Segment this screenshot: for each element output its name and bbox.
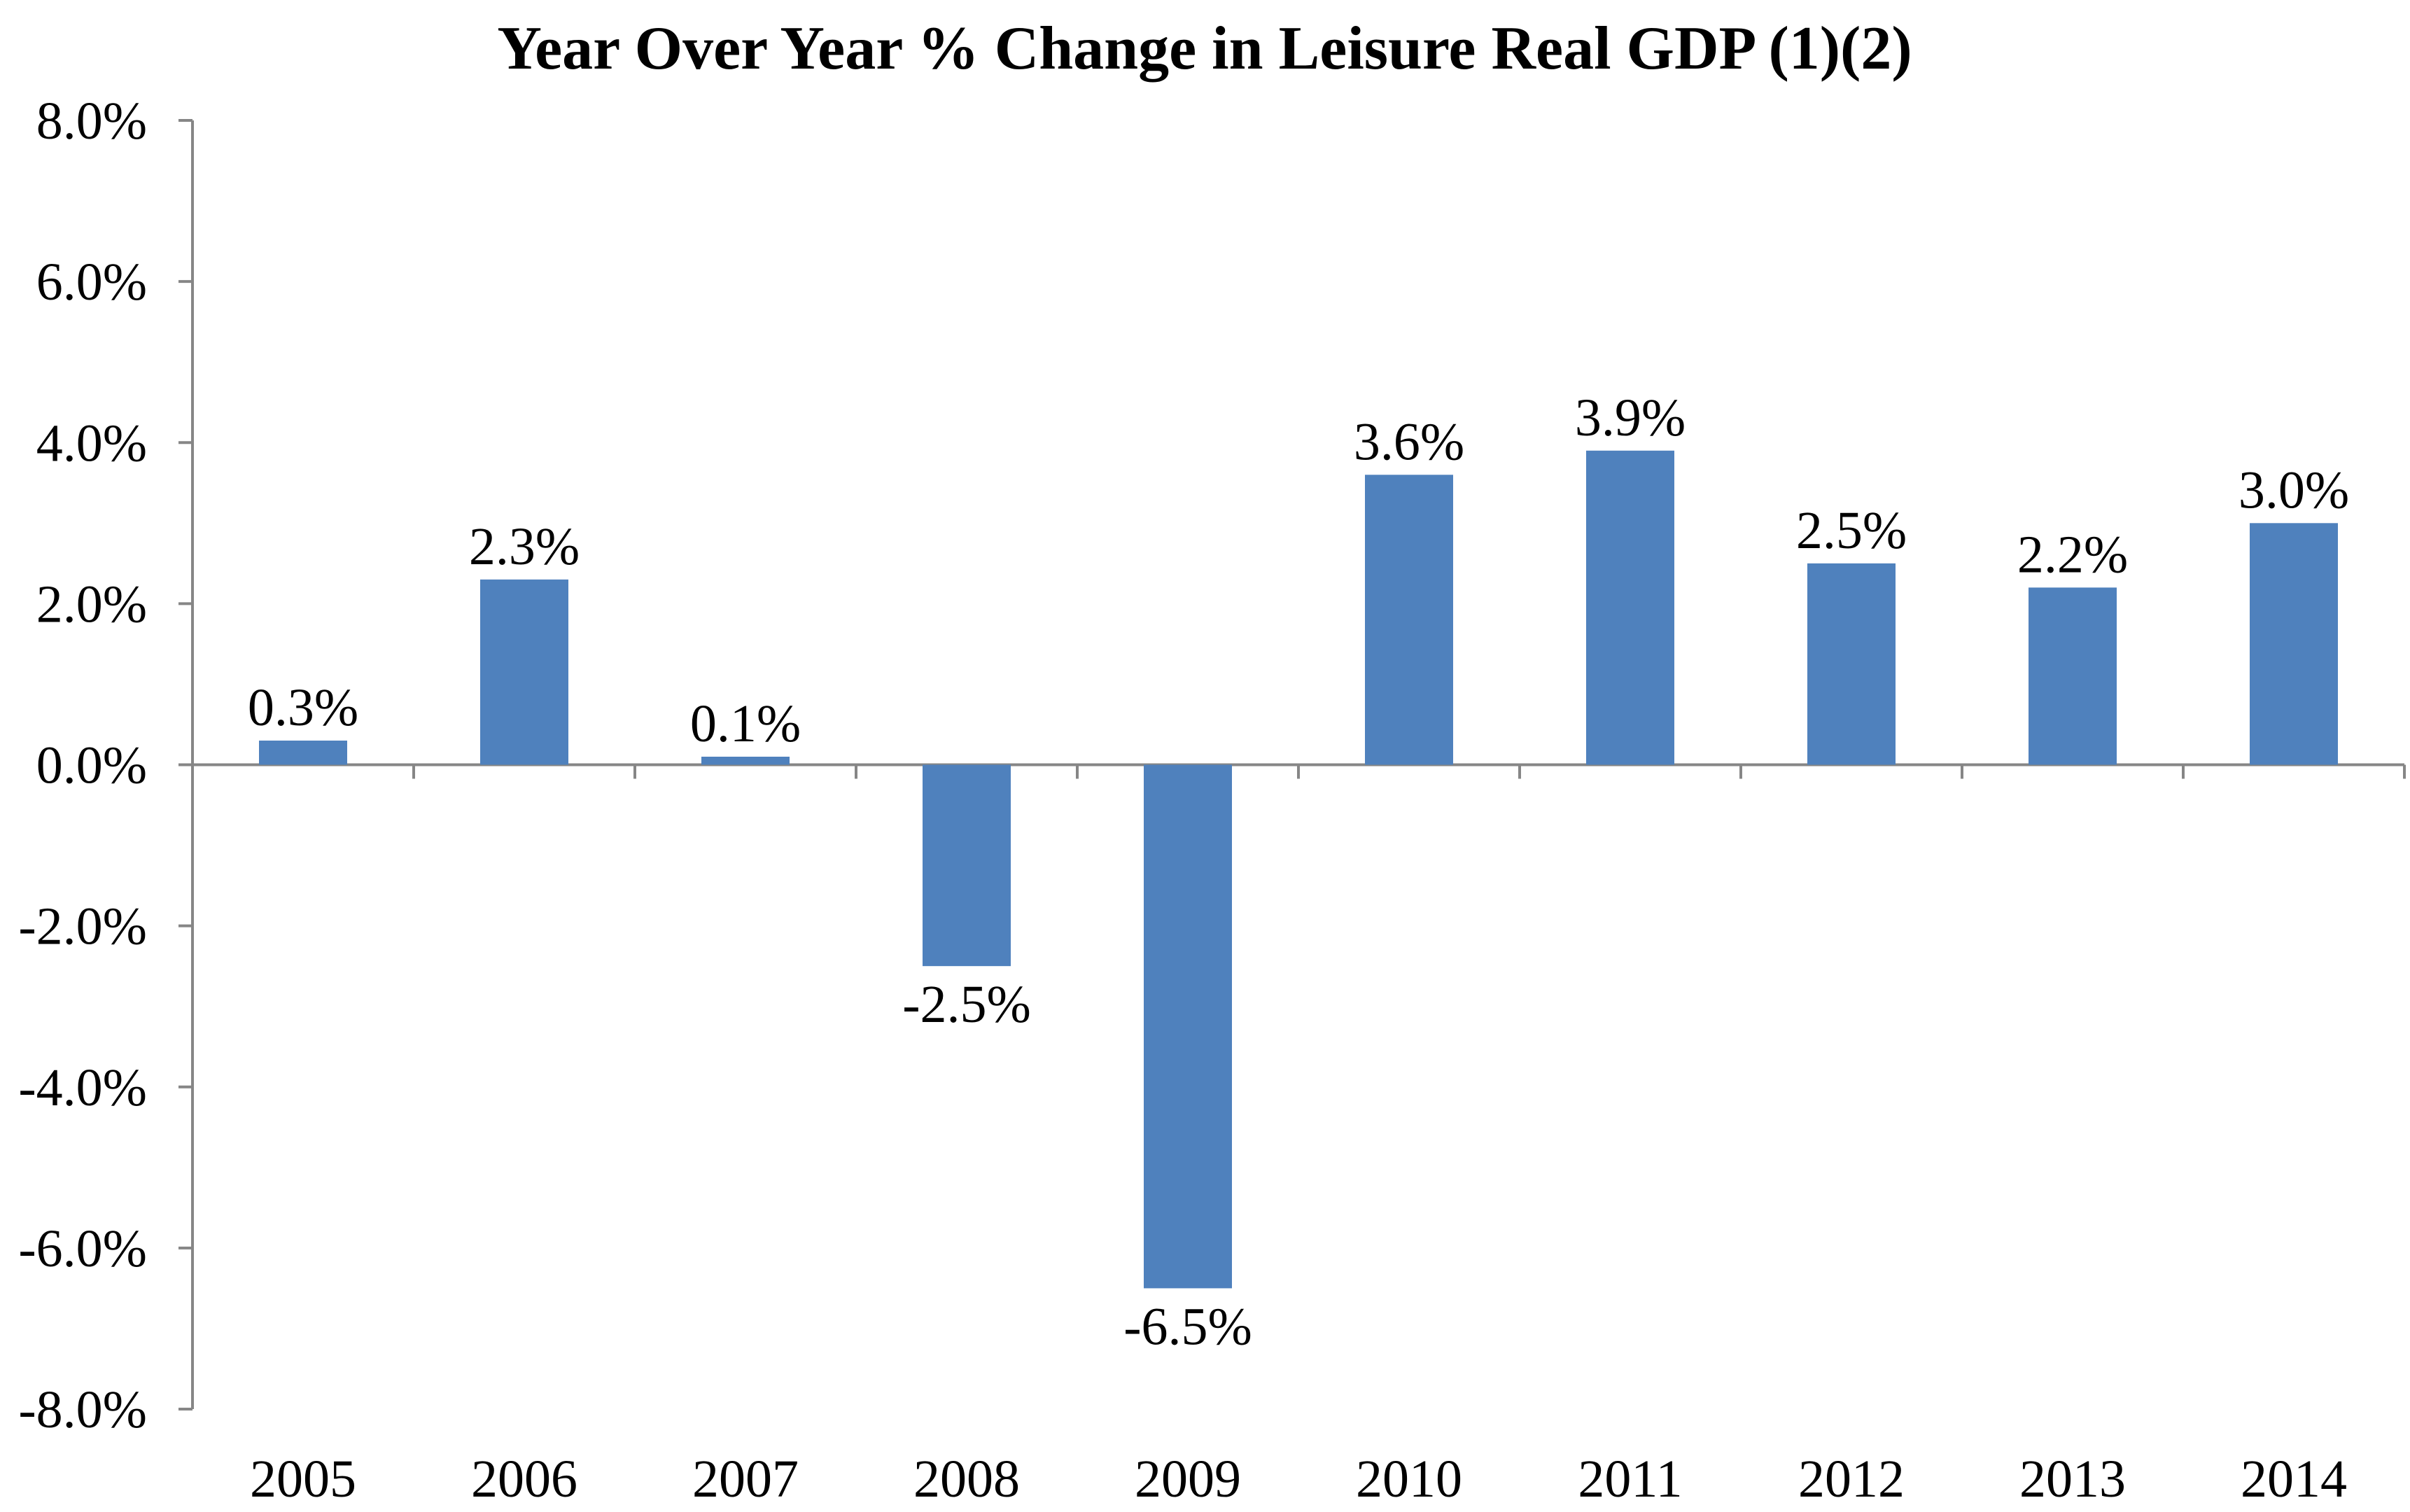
bar-2008 <box>923 764 1011 967</box>
category-label: 2005 <box>250 1450 356 1508</box>
data-label: 3.9% <box>1575 388 1686 447</box>
bar-2009 <box>1144 764 1232 1289</box>
bar-2012 <box>1807 563 1896 765</box>
category-label: 2014 <box>2241 1450 2347 1508</box>
y-tick-label: 6.0% <box>36 253 147 312</box>
data-label: -6.5% <box>1123 1297 1252 1356</box>
y-tick-label: -2.0% <box>18 897 147 956</box>
data-label: 0.1% <box>690 694 801 753</box>
y-tick-label: 0.0% <box>36 736 147 795</box>
bar-2007 <box>701 756 790 765</box>
y-axis: 8.0% 6.0% 4.0% 2.0% 0.0% -2.0% -4.0% -6.0% -8.0% <box>18 92 194 1439</box>
category-label: 2007 <box>692 1450 799 1508</box>
category-label: 2012 <box>1798 1450 1905 1508</box>
y-tick-label: -6.0% <box>18 1219 147 1278</box>
category-label: 2011 <box>1578 1450 1682 1508</box>
category-label: 2009 <box>1135 1450 1241 1508</box>
bars <box>259 450 2338 1289</box>
y-tick-label: -8.0% <box>18 1380 147 1439</box>
category-labels: 2005 2006 2007 2008 2009 2010 2011 2012 2013 2014 <box>250 1450 2347 1508</box>
data-label: 3.0% <box>2239 461 2349 519</box>
data-label: 2.5% <box>1796 501 1907 560</box>
bar-2014 <box>2250 523 2338 765</box>
bar-2006 <box>480 579 568 765</box>
category-label: 2010 <box>1356 1450 1462 1508</box>
bar-2010 <box>1365 475 1453 765</box>
data-labels: 0.3% 2.3% 0.1% -2.5% -6.5% 3.6% 3.9% 2.5% 2.2% 3.… <box>248 388 2349 1357</box>
bar-2013 <box>2029 587 2117 765</box>
data-label: 2.2% <box>2017 525 2128 584</box>
bar-2011 <box>1586 450 1674 765</box>
y-tick-label: 2.0% <box>36 575 147 634</box>
bar-2005 <box>259 740 347 765</box>
x-axis <box>192 763 2406 779</box>
data-label: -2.5% <box>902 975 1031 1034</box>
data-label: 0.3% <box>248 678 358 737</box>
category-label: 2013 <box>2019 1450 2126 1508</box>
y-tick-label: -4.0% <box>18 1058 147 1117</box>
data-label: 2.3% <box>469 517 580 576</box>
category-label: 2008 <box>913 1450 1020 1508</box>
data-label: 3.6% <box>1354 412 1464 471</box>
y-tick-label: 8.0% <box>36 92 147 150</box>
category-label: 2006 <box>471 1450 577 1508</box>
y-tick-label: 4.0% <box>36 414 147 472</box>
chart-title: Year Over Year % Change in Leisure Real … <box>497 15 1912 83</box>
